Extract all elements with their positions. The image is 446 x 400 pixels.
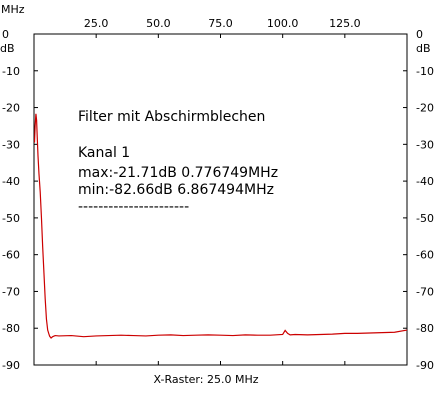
x-tick-label-1: 50.0: [146, 17, 171, 30]
y-tick-label-right-5: -50: [416, 212, 434, 225]
y-tick-label-left-6: -60: [2, 249, 20, 262]
y-tick-label-right-7: -70: [416, 285, 434, 298]
annotation-channel: Kanal 1: [78, 145, 130, 161]
y-tick-label-right-6: -60: [416, 249, 434, 262]
x-axis-label: X-Raster: 25.0 MHz: [154, 373, 259, 386]
series-line: [33, 113, 408, 339]
y-tick-label-right-8: -80: [416, 322, 434, 335]
y-tick-label-left-2: -20: [2, 102, 20, 115]
annotation-title: Filter mit Abschirmblechen: [78, 109, 265, 125]
y-tick-label-right-4: -40: [416, 175, 434, 188]
y-tick-label-right-3: -30: [416, 138, 434, 151]
annotation-min: min:-82.66dB 6.867494MHz: [78, 182, 274, 198]
y-unit-right: dB: [416, 42, 431, 55]
y-tick-label-left-7: -70: [2, 285, 20, 298]
y-tick-label-right-0: 0: [416, 28, 423, 41]
y-tick-label-right-2: -20: [416, 102, 434, 115]
y-tick-label-right-9: -90: [416, 359, 434, 372]
y-tick-label-left-9: -90: [2, 359, 20, 372]
x-tick-label-4: 125.0: [329, 17, 361, 30]
annotation-max: max:-21.71dB 0.776749MHz: [78, 165, 278, 181]
annotation-divider: ----------------------: [78, 199, 189, 215]
y-tick-label-left-1: -10: [2, 65, 20, 78]
y-tick-label-left-3: -30: [2, 138, 20, 151]
x-tick-label-3: 100.0: [267, 17, 299, 30]
y-tick-label-left-8: -80: [2, 322, 20, 335]
x-tick-label-2: 75.0: [208, 17, 233, 30]
y-unit-left: dB: [0, 42, 15, 55]
tick-label-group: 25.0 50.0 75.0 100.0 125.0 0 0 -10 -10 -20 -20 -30 -…: [2, 17, 434, 372]
tick-group: [34, 33, 407, 366]
y-tick-label-left-5: -50: [2, 212, 20, 225]
plot-frame: [33, 33, 408, 366]
y-tick-label-left-4: -40: [2, 175, 20, 188]
x-tick-label-0: 25.0: [84, 17, 109, 30]
x-unit-label: MHz: [1, 3, 25, 16]
y-tick-label-right-1: -10: [416, 65, 434, 78]
y-tick-label-left-0: 0: [2, 28, 9, 41]
